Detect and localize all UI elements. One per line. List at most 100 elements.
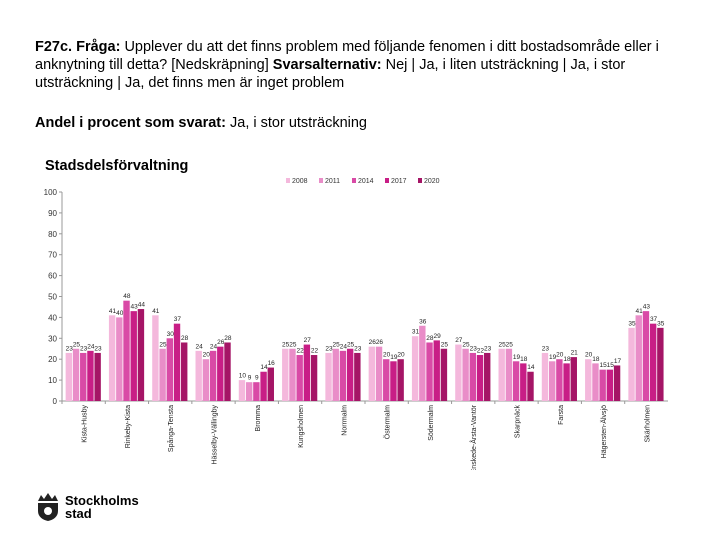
category-label: Bromma <box>255 405 262 432</box>
bar <box>563 363 570 401</box>
category-label: Spånga-Tensta <box>167 405 175 452</box>
bar <box>657 327 664 401</box>
bar <box>152 315 159 401</box>
data-label: 9 <box>255 375 259 382</box>
bar <box>592 363 599 401</box>
bar <box>383 359 390 401</box>
category-label: Skärholmen <box>644 405 651 442</box>
data-label: 26 <box>376 339 384 346</box>
data-label: 14 <box>527 364 535 371</box>
legend-label-2008: 2008 <box>292 178 308 185</box>
y-tick-label: 40 <box>48 313 57 322</box>
data-label: 25 <box>498 341 506 348</box>
data-label: 25 <box>73 341 81 348</box>
data-label: 22 <box>477 348 485 355</box>
logo-line-2: stad <box>65 506 92 521</box>
data-label: 22 <box>311 348 319 355</box>
bar <box>267 367 274 401</box>
data-label: 18 <box>563 356 571 363</box>
bar <box>209 350 217 401</box>
data-label: 18 <box>520 356 528 363</box>
question-label: F27c. Fråga: <box>35 39 121 55</box>
data-label: 23 <box>542 345 550 352</box>
bar <box>570 357 577 401</box>
data-label: 41 <box>109 308 117 315</box>
data-label: 25 <box>347 341 355 348</box>
bar <box>260 371 267 401</box>
data-label: 41 <box>152 308 160 315</box>
crown-shield-icon <box>38 493 58 521</box>
bar <box>433 340 440 401</box>
data-label: 27 <box>455 337 463 344</box>
data-label: 30 <box>167 331 175 338</box>
data-label: 15 <box>599 362 607 369</box>
bar <box>238 380 246 401</box>
category-label: Farsta <box>558 405 565 425</box>
data-label: 20 <box>203 352 211 359</box>
bar <box>202 359 210 401</box>
bar <box>80 352 87 401</box>
data-label: 28 <box>426 335 434 342</box>
bar <box>94 352 101 401</box>
bar <box>310 355 318 401</box>
bar <box>613 365 621 401</box>
bar <box>332 348 339 401</box>
y-tick-label: 0 <box>53 397 58 406</box>
legend-swatch-2020 <box>418 178 422 183</box>
bar <box>72 348 80 401</box>
question-text: Upplever du att det finns problem med fö… <box>35 39 659 73</box>
category-label: Enskede-Årsta-Vantör <box>469 404 478 470</box>
bar <box>498 348 505 401</box>
data-label: 18 <box>592 356 600 363</box>
data-label: 37 <box>650 316 658 323</box>
bar <box>397 359 404 401</box>
bar <box>123 300 130 401</box>
category-label: Södermalm <box>428 405 435 441</box>
y-tick-label: 100 <box>44 188 58 197</box>
y-tick-label: 60 <box>48 272 57 281</box>
y-tick-label: 20 <box>48 355 57 364</box>
data-label: 9 <box>248 375 252 382</box>
data-label: 24 <box>210 343 218 350</box>
data-label: 20 <box>585 352 593 359</box>
legend-swatch-2011 <box>319 178 323 183</box>
subheading-label: Andel i procent som svarat: <box>35 115 226 131</box>
bar <box>87 350 94 401</box>
bar <box>520 363 527 401</box>
data-label: 21 <box>571 350 579 357</box>
bar <box>419 325 426 401</box>
bar <box>253 382 260 401</box>
bar <box>166 338 174 401</box>
bar <box>137 309 145 401</box>
bar <box>649 323 657 401</box>
data-label: 27 <box>304 337 312 344</box>
data-label: 17 <box>614 358 622 365</box>
data-label: 41 <box>636 308 644 315</box>
data-label: 44 <box>138 302 146 309</box>
bar <box>130 311 137 401</box>
bar <box>476 355 484 401</box>
data-label: 19 <box>390 354 398 361</box>
category-label: Hägersten-Älvsjö <box>600 405 608 458</box>
y-tick-label: 50 <box>48 293 57 302</box>
subheading-value: Ja, i stor utsträckning <box>230 115 367 131</box>
y-tick-label: 70 <box>48 251 57 260</box>
bar <box>411 336 419 401</box>
bar <box>108 315 116 401</box>
bar <box>368 346 376 401</box>
data-label: 28 <box>181 335 189 342</box>
data-label: 29 <box>434 333 442 340</box>
data-label: 24 <box>87 343 95 350</box>
data-label: 20 <box>397 352 405 359</box>
chart-title: Stadsdelsförvaltning <box>45 158 189 174</box>
alternatives-text: Nej | Ja, i liten utsträckning | Ja, i s… <box>35 57 626 91</box>
data-label: 23 <box>354 345 362 352</box>
data-label: 19 <box>549 354 557 361</box>
bar <box>585 359 592 401</box>
bar <box>527 371 534 401</box>
data-label: 25 <box>289 341 297 348</box>
data-label: 19 <box>513 354 521 361</box>
data-label: 10 <box>239 373 247 380</box>
bar <box>289 348 296 401</box>
